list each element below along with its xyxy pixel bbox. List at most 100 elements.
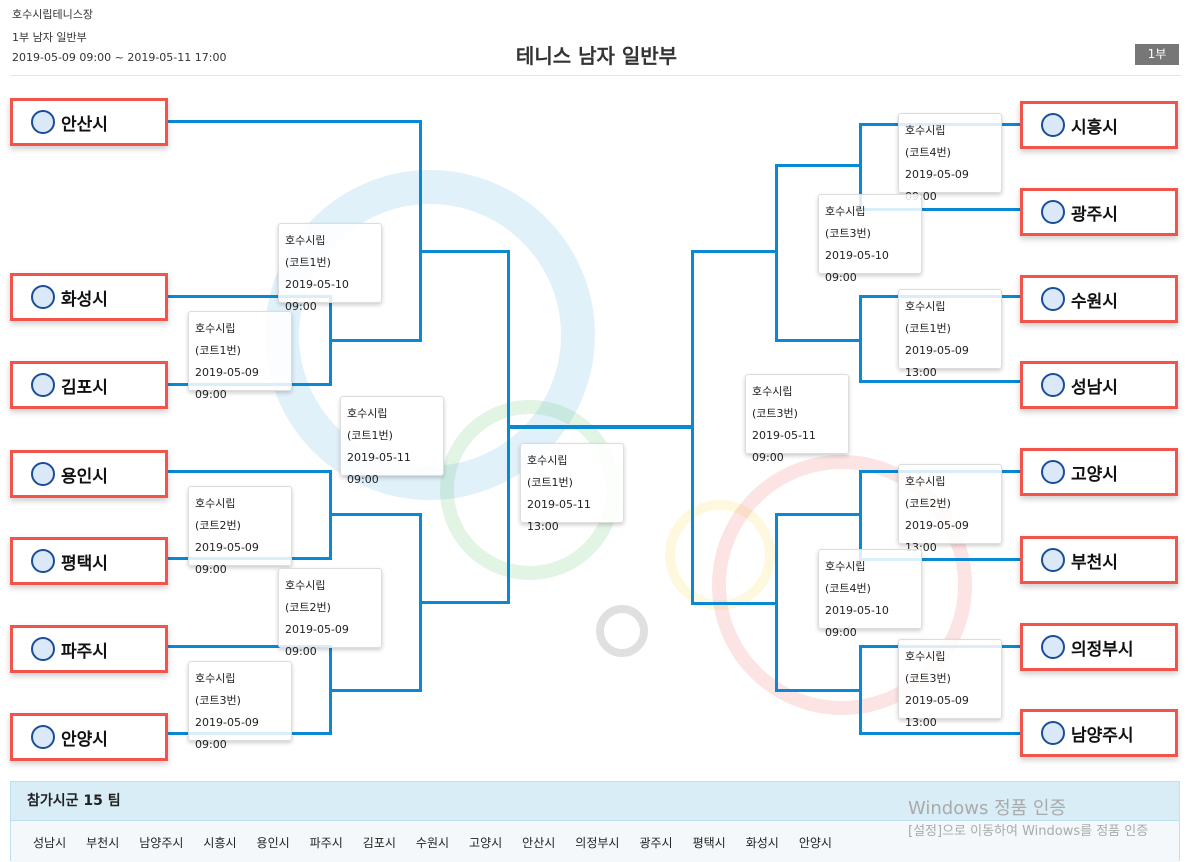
team-box[interactable]: 평택시: [10, 537, 168, 585]
team-box[interactable]: 광주시: [1020, 188, 1178, 236]
bracket-line: [859, 470, 862, 561]
match-info[interactable]: 호수시립 (코트4번) 2019-05-10 09:00: [818, 549, 922, 639]
team-box[interactable]: 수원시: [1020, 275, 1178, 323]
team-logo-icon: [1041, 113, 1065, 137]
match-time: 2019-05-10 09:00: [825, 604, 889, 639]
participant-team: 시흥시: [203, 836, 237, 850]
bracket-line: [167, 295, 332, 298]
team-name: 수원시: [1071, 291, 1118, 312]
match-venue: 호수시립: [527, 454, 568, 467]
bracket-line: [859, 380, 1022, 383]
team-box[interactable]: 남양주시: [1020, 709, 1178, 757]
bracket-line: [419, 601, 510, 604]
match-venue: 호수시립: [825, 205, 866, 218]
team-logo-icon: [1041, 548, 1065, 572]
match-venue: 호수시립: [905, 650, 946, 663]
match-info[interactable]: 호수시립 (코트1번) 2019-05-09 09:00: [188, 311, 292, 401]
match-court: (코트1번): [195, 344, 241, 357]
participant-team: 광주시: [639, 836, 673, 850]
final-line: [508, 425, 692, 429]
match-info[interactable]: 호수시립 (코트2번) 2019-05-09 09:00: [278, 568, 382, 658]
participants-panel: 참가시군 15 팀 성남시 부천시 남양주시 시흥시 용인시 파주시 김포시 수원시 고양시 안산…: [10, 781, 1180, 862]
team-box[interactable]: 부천시: [1020, 536, 1178, 584]
team-box[interactable]: 용인시: [10, 450, 168, 498]
match-venue: 호수시립: [285, 579, 326, 592]
participant-team: 안양시: [798, 836, 832, 850]
match-time: 2019-05-11 09:00: [347, 451, 411, 486]
bracket-line: [691, 250, 778, 253]
match-info[interactable]: 호수시립 (코트1번) 2019-05-11 09:00: [340, 396, 444, 486]
period-label: 2019-05-09 09:00 ~ 2019-05-11 17:00: [12, 51, 227, 64]
bracket-line: [859, 208, 1022, 211]
team-logo-icon: [31, 637, 55, 661]
team-box[interactable]: 성남시: [1020, 361, 1178, 409]
team-logo-icon: [1041, 373, 1065, 397]
bracket-line: [419, 250, 510, 253]
team-name: 파주시: [61, 641, 108, 662]
team-logo-icon: [1041, 460, 1065, 484]
match-time: 2019-05-09 09:00: [195, 366, 259, 401]
bracket-line: [329, 513, 422, 516]
match-venue: 호수시립: [195, 672, 236, 685]
team-name: 광주시: [1071, 204, 1118, 225]
bracket-line: [775, 689, 862, 692]
team-name: 용인시: [61, 466, 108, 487]
team-logo-icon: [31, 549, 55, 573]
team-box[interactable]: 파주시: [10, 625, 168, 673]
match-court: (코트4번): [905, 146, 951, 159]
participant-team: 성남시: [33, 836, 67, 850]
team-logo-icon: [1041, 635, 1065, 659]
match-court: (코트3번): [195, 694, 241, 707]
team-box[interactable]: 화성시: [10, 273, 168, 321]
team-box[interactable]: 고양시: [1020, 448, 1178, 496]
bracket-line: [859, 295, 862, 383]
division-label: 1부 남자 일반부: [12, 31, 87, 44]
match-time: 2019-05-10 09:00: [825, 249, 889, 284]
bracket-line: [859, 732, 1022, 735]
match-time: 2019-05-11 09:00: [752, 429, 816, 464]
match-info[interactable]: 호수시립 (코트3번) 2019-05-09 09:00: [188, 661, 292, 751]
team-box[interactable]: 안양시: [10, 713, 168, 761]
team-name: 김포시: [61, 377, 108, 398]
bracket-line: [329, 339, 422, 342]
bracket-line: [775, 339, 862, 342]
participants-list: 성남시 부천시 남양주시 시흥시 용인시 파주시 김포시 수원시 고양시 안산시 의정부시 광주시 평택…: [11, 821, 1179, 862]
match-venue: 호수시립: [825, 560, 866, 573]
match-info[interactable]: 호수시립 (코트3번) 2019-05-09 13:00: [898, 639, 1002, 729]
team-logo-icon: [31, 373, 55, 397]
match-info[interactable]: 호수시립 (코트2번) 2019-05-09 13:00: [898, 464, 1002, 554]
team-name: 남양주시: [1071, 725, 1134, 746]
team-logo-icon: [31, 462, 55, 486]
team-box[interactable]: 김포시: [10, 361, 168, 409]
bracket-line: [691, 602, 778, 605]
match-info[interactable]: 호수시립 (코트1번) 2019-05-11 13:00: [520, 443, 624, 533]
team-name: 성남시: [1071, 377, 1118, 398]
match-venue: 호수시립: [905, 300, 946, 313]
match-info[interactable]: 호수시립 (코트3번) 2019-05-10 09:00: [818, 194, 922, 284]
match-court: (코트4번): [825, 582, 871, 595]
match-info[interactable]: 호수시립 (코트1번) 2019-05-10 09:00: [278, 223, 382, 313]
match-time: 2019-05-09 13:00: [905, 694, 969, 729]
match-info[interactable]: 호수시립 (코트3번) 2019-05-11 09:00: [745, 374, 849, 464]
team-box[interactable]: 안산시: [10, 98, 168, 146]
match-info[interactable]: 호수시립 (코트2번) 2019-05-09 09:00: [188, 486, 292, 576]
team-name: 시흥시: [1071, 117, 1118, 138]
bracket-line: [691, 250, 694, 605]
match-venue: 호수시립: [285, 234, 326, 247]
bracket-line: [859, 123, 862, 211]
bracket-line: [775, 513, 862, 516]
match-time: 2019-05-11 13:00: [527, 498, 591, 533]
match-time: 2019-05-09 13:00: [905, 344, 969, 379]
team-box[interactable]: 시흥시: [1020, 101, 1178, 149]
bracket-line: [775, 164, 778, 342]
match-court: (코트2번): [195, 519, 241, 532]
team-name: 화성시: [61, 289, 108, 310]
match-venue: 호수시립: [905, 124, 946, 137]
bracket-line: [419, 120, 422, 342]
match-info[interactable]: 호수시립(코트4번)2019-05-09 09:00: [898, 113, 1002, 203]
team-box[interactable]: 의정부시: [1020, 623, 1178, 671]
match-time: 2019-05-10 09:00: [285, 278, 349, 313]
match-info[interactable]: 호수시립 (코트1번) 2019-05-09 13:00: [898, 289, 1002, 379]
match-venue: 호수시립: [195, 497, 236, 510]
match-court: (코트1번): [527, 476, 573, 489]
